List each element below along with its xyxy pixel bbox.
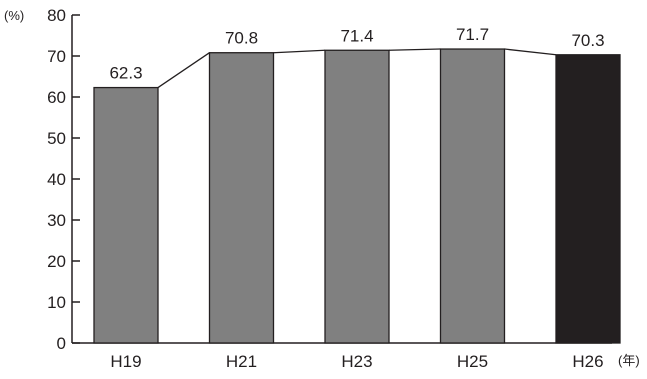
bar-h26 xyxy=(555,54,621,344)
y-tick-label: 30 xyxy=(47,211,66,230)
value-label: 62.3 xyxy=(109,64,142,83)
value-labels: 62.3 70.8 71.4 71.7 70.3 xyxy=(109,25,604,83)
bar-h23 xyxy=(324,49,390,344)
y-tick-label: 0 xyxy=(57,334,66,353)
connector-lines xyxy=(157,48,557,89)
value-label: 71.7 xyxy=(456,25,489,44)
y-tick-label: 10 xyxy=(47,293,66,312)
value-label: 71.4 xyxy=(340,26,373,45)
category-label: H23 xyxy=(341,352,372,371)
connector-line xyxy=(504,48,557,56)
y-tick-label: 40 xyxy=(47,170,66,189)
bar-series xyxy=(93,48,621,344)
category-label: H26 xyxy=(572,352,603,371)
value-label: 70.8 xyxy=(225,29,258,48)
bar-h25 xyxy=(439,48,506,344)
connector-line xyxy=(157,52,210,89)
y-tick-label: 60 xyxy=(47,88,66,107)
category-label: H25 xyxy=(457,352,488,371)
y-tick-label: 70 xyxy=(47,47,66,66)
bar-h19 xyxy=(93,86,159,344)
category-label: H19 xyxy=(110,352,141,371)
value-label: 70.3 xyxy=(571,31,604,50)
category-labels: H19 H21 H23 H25 H26 xyxy=(110,352,603,371)
category-label: H21 xyxy=(226,352,257,371)
y-tick-label: 20 xyxy=(47,252,66,271)
bar-h21 xyxy=(208,52,275,344)
connector-line xyxy=(273,49,326,54)
y-axis-unit: (%) xyxy=(4,8,24,23)
y-tick-label: 50 xyxy=(47,129,66,148)
x-axis-unit: (年) xyxy=(618,353,640,368)
y-axis-ticks: 0 10 20 30 40 50 60 70 80 xyxy=(47,6,80,353)
connector-line xyxy=(388,48,441,51)
y-tick-label: 80 xyxy=(47,6,66,25)
